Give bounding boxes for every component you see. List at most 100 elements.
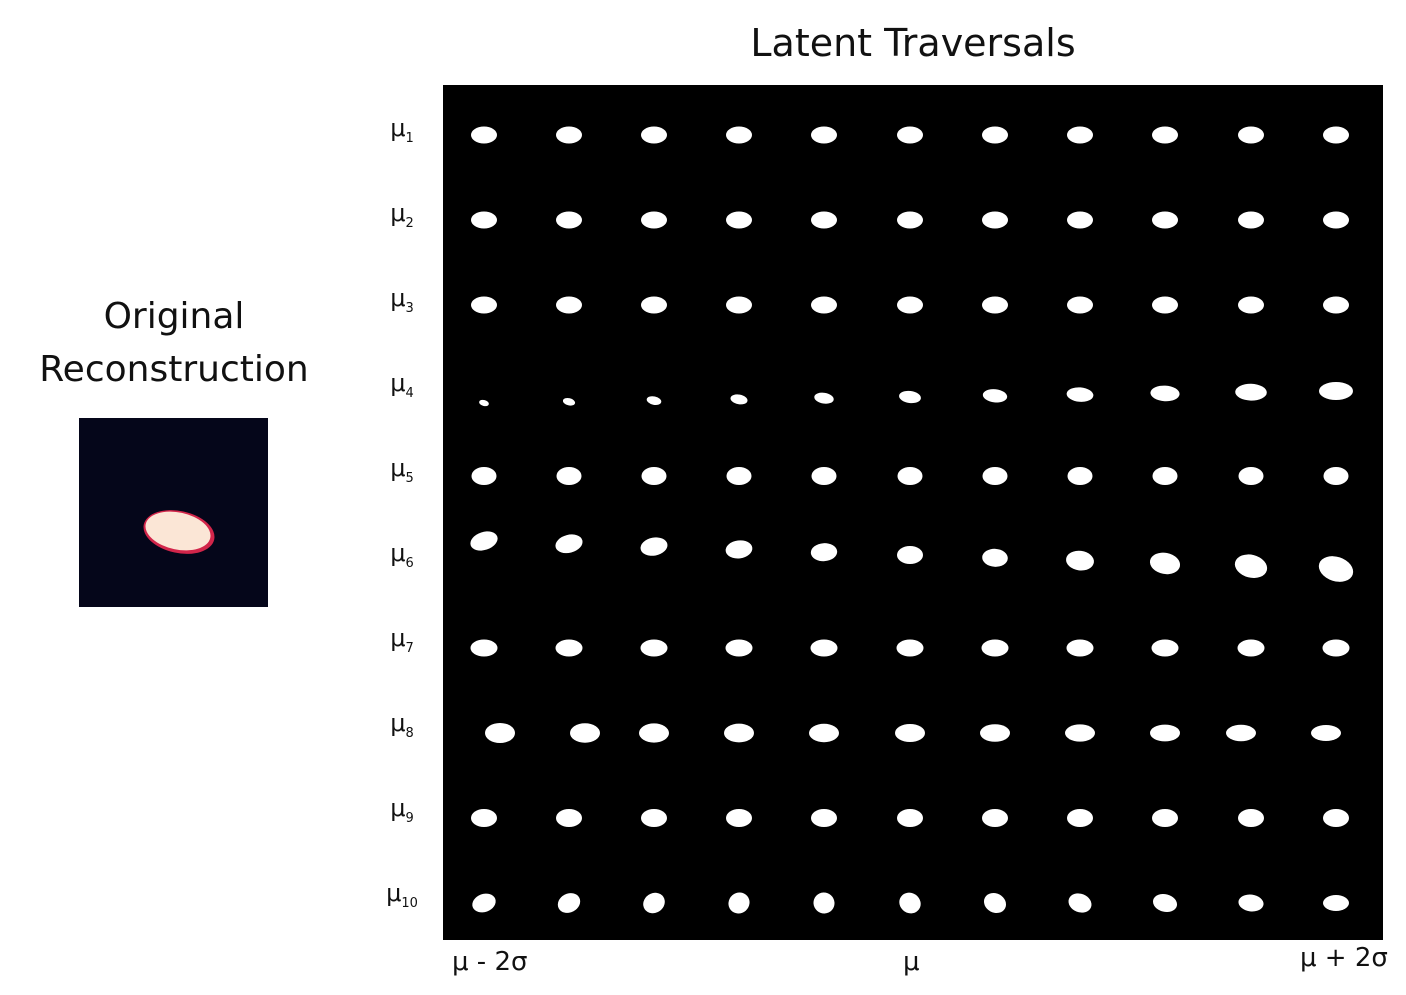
traversal-cell-r10-c4 [728, 892, 750, 914]
traversal-cell-r6-c9 [1149, 552, 1181, 575]
traversal-cell-r5-c2 [556, 467, 582, 485]
traversal-cell-r1-c7 [982, 126, 1008, 144]
original-title-line1: Original [103, 296, 245, 337]
traversal-cell-r10-c11 [1323, 895, 1349, 911]
row-label-base: μ [386, 879, 402, 907]
axis-label-mu: μ [903, 947, 920, 977]
traversal-cell-r9-c2 [556, 809, 582, 827]
traversal-cell-r9-c7 [982, 809, 1008, 827]
traversal-cell-r10-c2 [557, 893, 581, 913]
traversal-cell-r3-c1 [471, 296, 497, 314]
traversal-cell-r1-c5 [811, 126, 837, 144]
row-label-base: μ [390, 539, 406, 567]
row-label-mu-10: μ10 [372, 879, 432, 918]
traversal-cell-r9-c10 [1238, 809, 1264, 827]
traversal-cell-r3-c9 [1152, 296, 1178, 314]
traversal-cell-r2-c5 [811, 211, 837, 229]
traversal-cell-r6-c2 [555, 534, 583, 554]
row-label-base: μ [390, 794, 406, 822]
row-label-base: μ [390, 454, 406, 482]
row-label-base: μ [390, 369, 406, 397]
traversal-cell-r8-c7 [980, 724, 1010, 742]
traversal-cell-r9-c11 [1323, 809, 1349, 827]
traversal-cell-r7-c5 [810, 639, 838, 657]
traversal-cell-r1-c3 [641, 126, 667, 144]
traversal-cell-r7-c9 [1151, 639, 1179, 657]
traversal-cell-r5-c8 [1067, 467, 1093, 485]
traversal-cell-r4-c6 [899, 390, 921, 404]
traversal-cell-r1-c1 [471, 126, 497, 144]
row-label-mu-8: μ8 [372, 709, 432, 748]
traversal-cell-r4-c9 [1150, 385, 1180, 402]
traversal-cell-r8-c4 [724, 723, 754, 743]
row-label-index: 9 [405, 811, 414, 826]
traversal-cell-r8-c9 [1150, 724, 1180, 742]
traversal-cell-r7-c11 [1322, 639, 1350, 657]
row-label-index: 3 [405, 301, 414, 316]
traversal-cell-r8-c5 [809, 723, 839, 743]
traversal-cell-r9-c4 [726, 809, 752, 827]
traversal-cell-r3-c8 [1067, 296, 1093, 314]
axis-label-plus-2sigma: μ + 2σ [1300, 943, 1388, 973]
original-title-line2: Reconstruction [39, 349, 309, 390]
traversal-cell-r7-c6 [896, 639, 924, 657]
traversal-cell-r4-c10 [1235, 383, 1267, 401]
traversal-cell-r2-c7 [982, 211, 1008, 229]
traversal-cell-r2-c2 [556, 211, 582, 229]
traversal-cell-r10-c1 [472, 893, 496, 913]
traversal-cell-r6-c11 [1318, 556, 1354, 582]
row-label-mu-5: μ5 [372, 454, 432, 493]
row-label-mu-4: μ4 [372, 369, 432, 408]
traversal-cell-r9-c1 [471, 809, 497, 827]
traversal-cell-r9-c3 [641, 809, 667, 827]
traversal-cell-r7-c2 [555, 639, 583, 657]
traversal-cell-r9-c5 [811, 809, 837, 827]
row-label-index: 4 [405, 386, 414, 401]
traversal-cell-r5-c3 [641, 467, 667, 485]
traversal-cell-r1-c11 [1323, 126, 1349, 144]
traversal-cell-r4-c5 [814, 392, 834, 404]
traversal-cell-r1-c4 [726, 126, 752, 144]
traversal-cell-r7-c8 [1066, 639, 1094, 657]
traversal-cell-r3-c6 [897, 296, 923, 314]
original-reconstruction-image [79, 418, 268, 607]
traversal-cell-r8-c11 [1311, 725, 1341, 741]
traversal-cell-r10-c8 [1068, 893, 1092, 913]
traversal-cell-r6-c4 [725, 540, 753, 559]
traversal-grid [443, 85, 1383, 940]
traversal-cell-r6-c3 [640, 537, 668, 556]
traversal-cell-r2-c11 [1323, 211, 1349, 229]
traversal-cell-r4-c4 [730, 394, 748, 405]
traversal-cell-r3-c10 [1238, 296, 1264, 314]
row-label-index: 5 [405, 471, 414, 486]
traversal-cell-r8-c1 [485, 723, 515, 743]
traversal-cell-r8-c8 [1065, 724, 1095, 742]
row-label-base: μ [390, 624, 406, 652]
traversal-cell-r4-c1 [479, 399, 489, 407]
traversal-cell-r6-c1 [470, 531, 498, 551]
traversal-cell-r8-c2 [570, 723, 600, 743]
traversal-cell-r7-c10 [1237, 639, 1265, 657]
traversal-cell-r2-c4 [726, 211, 752, 229]
original-reconstruction-title: Original Reconstruction [20, 290, 328, 396]
traversal-cell-r8-c10 [1226, 724, 1256, 742]
row-label-base: μ [390, 114, 406, 142]
traversal-cell-r7-c1 [470, 639, 498, 657]
traversal-cell-r2-c6 [897, 211, 923, 229]
traversal-cell-r5-c1 [471, 467, 497, 485]
row-label-index: 7 [405, 641, 414, 656]
traversal-cell-r5-c5 [811, 467, 837, 485]
row-label-base: μ [390, 199, 406, 227]
traversal-cell-r6-c5 [810, 543, 838, 562]
row-label-index: 6 [405, 556, 414, 571]
traversal-cell-r1-c6 [897, 126, 923, 144]
row-label-index: 2 [405, 216, 414, 231]
traversal-cell-r7-c7 [981, 639, 1009, 657]
traversal-cell-r3-c3 [641, 296, 667, 314]
traversal-cell-r3-c7 [982, 296, 1008, 314]
traversal-cell-r5-c9 [1152, 467, 1178, 485]
traversal-cell-r9-c9 [1152, 809, 1178, 827]
traversal-cell-r5-c7 [982, 467, 1008, 485]
traversal-cell-r4-c3 [646, 396, 662, 405]
row-label-base: μ [390, 709, 406, 737]
